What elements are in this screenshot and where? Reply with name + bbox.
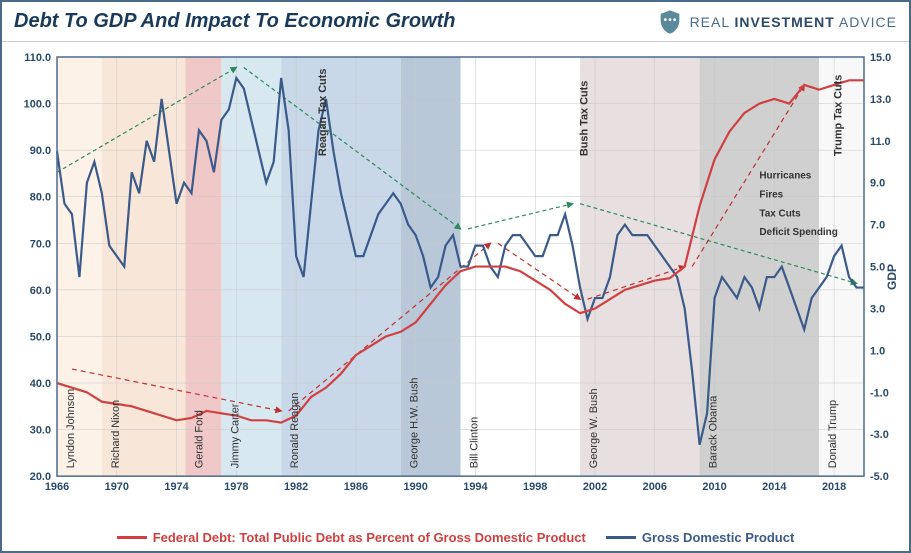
legend-debt-label: Federal Debt: Total Public Debt as Perce… bbox=[153, 530, 586, 545]
y-left-tick-label: 100.0 bbox=[24, 99, 51, 111]
y-left-tick-label: 30.0 bbox=[30, 425, 51, 437]
y-right-tick-label: 5.0 bbox=[870, 262, 885, 274]
y-right-tick-label: -3.0 bbox=[870, 429, 889, 441]
x-tick-label: 1990 bbox=[404, 481, 428, 493]
legend-debt: Federal Debt: Total Public Debt as Perce… bbox=[117, 530, 586, 545]
y-left-tick-label: 110.0 bbox=[24, 52, 51, 64]
y-left-tick-label: 70.0 bbox=[30, 238, 51, 250]
logo-word-2: INVESTMENT bbox=[735, 14, 835, 30]
president-label: George W. Bush bbox=[588, 388, 600, 468]
president-label: Jimmy Carter bbox=[229, 403, 241, 468]
y-right-tick-label: 7.0 bbox=[870, 220, 885, 232]
legend-gdp: Gross Domestic Product bbox=[606, 530, 794, 545]
chart-container: Debt To GDP And Impact To Economic Growt… bbox=[0, 0, 911, 553]
x-tick-label: 1974 bbox=[164, 481, 188, 493]
x-tick-label: 2002 bbox=[583, 481, 607, 493]
president-label: Lyndon Johnson bbox=[65, 389, 77, 468]
x-tick-label: 2006 bbox=[643, 481, 667, 493]
x-tick-label: 1998 bbox=[523, 481, 547, 493]
annotation-label: Reagan Tax Cuts bbox=[317, 69, 329, 157]
event-label: Deficit Spending bbox=[759, 227, 837, 238]
legend-gdp-label: Gross Domestic Product bbox=[642, 530, 794, 545]
y-axis-right-label: GDP bbox=[885, 263, 899, 289]
y-left-tick-label: 50.0 bbox=[30, 331, 51, 343]
logo-text: REAL INVESTMENT ADVICE bbox=[690, 14, 897, 30]
logo: REAL INVESTMENT ADVICE bbox=[656, 8, 897, 36]
y-right-tick-label: 13.0 bbox=[870, 94, 891, 106]
president-label: Gerald Ford bbox=[193, 410, 205, 468]
y-right-tick-label: -5.0 bbox=[870, 471, 889, 483]
plot-svg: Lyndon Johnson Richard Nixon Gerald Ford Ji… bbox=[57, 57, 864, 496]
y-left-tick-label: 90.0 bbox=[30, 145, 51, 157]
president-label: Barack Obama bbox=[708, 395, 720, 469]
x-tick-label: 1982 bbox=[284, 481, 308, 493]
x-tick-label: 2018 bbox=[822, 481, 846, 493]
event-label: Hurricanes bbox=[759, 171, 811, 182]
logo-word-1: REAL bbox=[690, 14, 735, 30]
y-right-tick-label: 15.0 bbox=[870, 52, 891, 64]
legend: Federal Debt: Total Public Debt as Perce… bbox=[2, 530, 909, 545]
y-left-tick-label: 80.0 bbox=[30, 192, 51, 204]
chart-title: Debt To GDP And Impact To Economic Growt… bbox=[14, 10, 455, 33]
annotation-label: Trump Tax Cuts bbox=[833, 75, 845, 156]
x-tick-label: 1994 bbox=[463, 481, 487, 493]
y-left-tick-label: 20.0 bbox=[30, 471, 51, 483]
x-tick-label: 1970 bbox=[105, 481, 129, 493]
y-right-tick-label: -1.0 bbox=[870, 387, 889, 399]
annotation-label: Bush Tax Cuts bbox=[579, 81, 591, 156]
event-label: Fires bbox=[759, 189, 783, 200]
x-tick-label: 1978 bbox=[224, 481, 248, 493]
x-tick-label: 1986 bbox=[344, 481, 368, 493]
y-right-tick-label: 11.0 bbox=[870, 136, 891, 148]
y-left-tick-label: 40.0 bbox=[30, 378, 51, 390]
legend-debt-line bbox=[117, 536, 147, 539]
y-right-tick-label: 1.0 bbox=[870, 345, 885, 357]
chart-header: Debt To GDP And Impact To Economic Growt… bbox=[2, 2, 909, 42]
president-label: Donald Trump bbox=[827, 400, 839, 468]
x-tick-label: 2014 bbox=[762, 481, 786, 493]
logo-word-3: ADVICE bbox=[835, 14, 897, 30]
plot-area: Lyndon Johnson Richard Nixon Gerald Ford Ji… bbox=[57, 57, 864, 496]
president-label: Ronald Reagan bbox=[289, 393, 301, 469]
x-tick-label: 2010 bbox=[702, 481, 726, 493]
president-label: Bill Clinton bbox=[468, 417, 480, 468]
shield-icon bbox=[656, 8, 684, 36]
legend-gdp-line bbox=[606, 536, 636, 539]
y-left-tick-label: 60.0 bbox=[30, 285, 51, 297]
president-label: George H.W. Bush bbox=[409, 378, 421, 469]
event-label: Tax Cuts bbox=[759, 208, 801, 219]
y-right-tick-label: 3.0 bbox=[870, 303, 885, 315]
president-label: Richard Nixon bbox=[110, 400, 122, 468]
y-right-tick-label: 9.0 bbox=[870, 178, 885, 190]
